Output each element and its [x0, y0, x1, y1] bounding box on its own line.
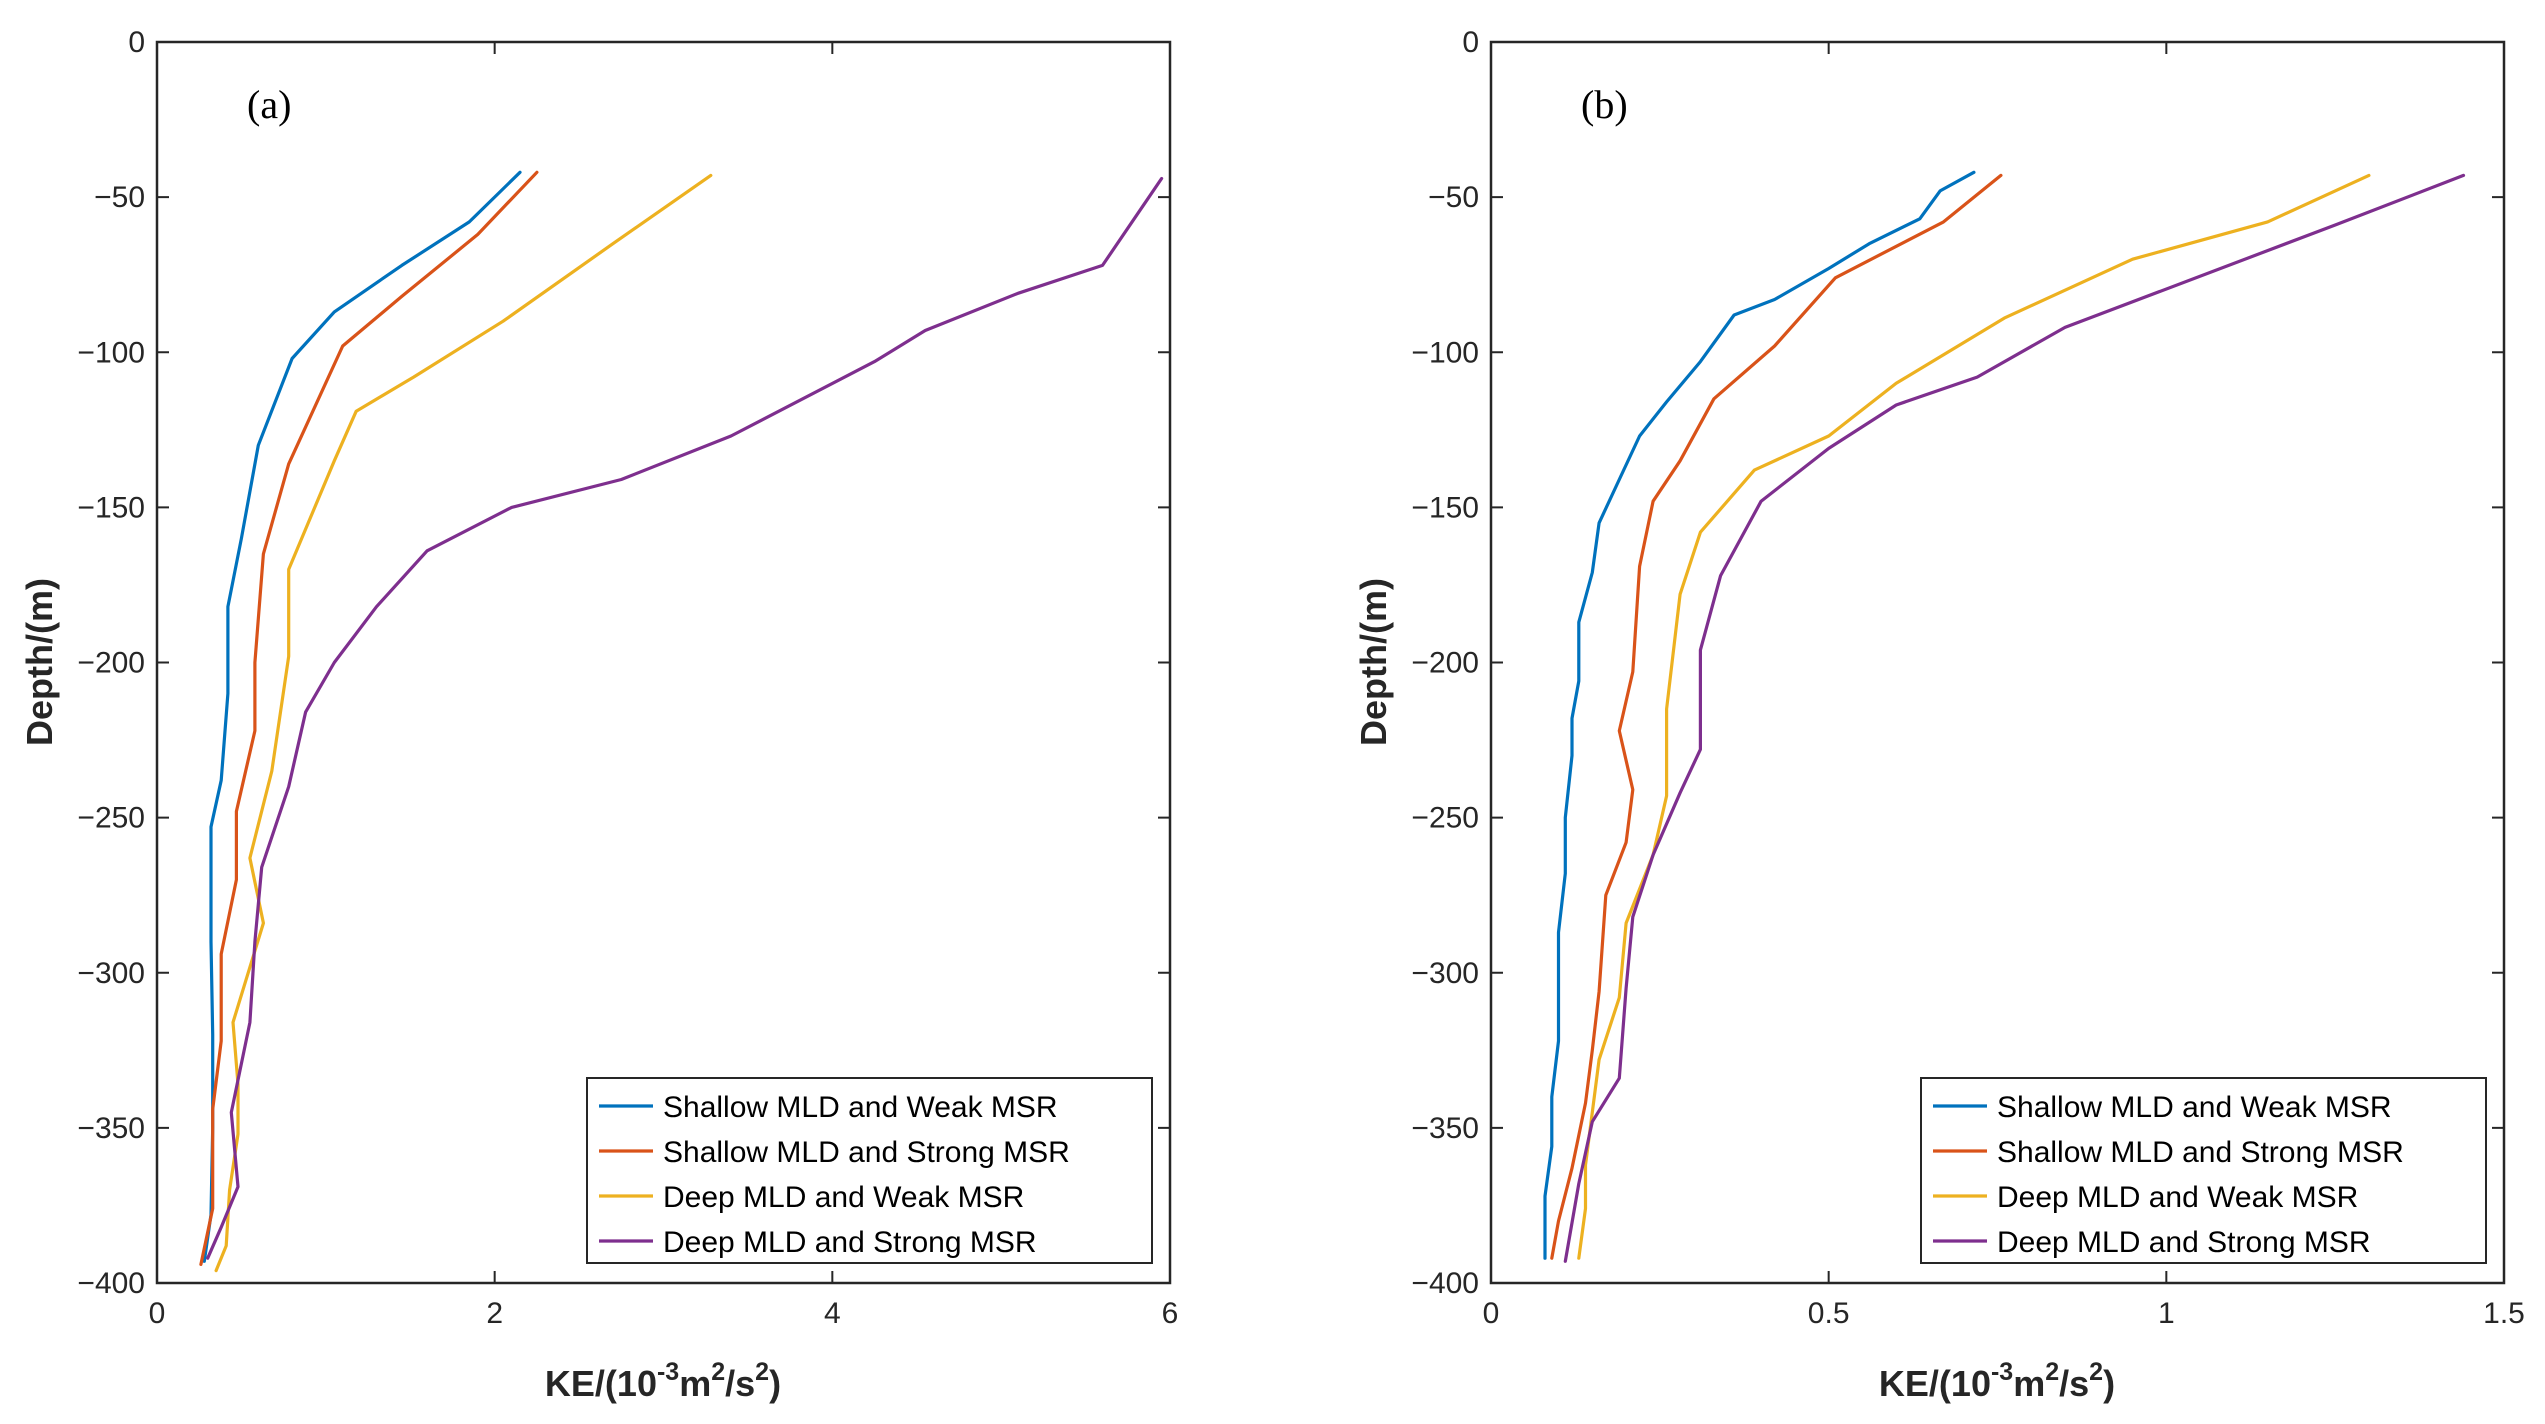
panel-a-legend: Shallow MLD and Weak MSR Shallow MLD and …: [586, 1077, 1153, 1264]
panel-b-series-0-line: [1543, 170, 1976, 1260]
panel-b: 0 0.5 1 1.5 0 −50 −100 −150 −200 −250 −300 −350 −400…: [1353, 26, 2525, 1404]
panel-b-legend-label-1: Shallow MLD and Strong MSR: [1997, 1136, 2404, 1169]
panel-b-y-tick-label-1: −50: [1428, 181, 1479, 214]
panel-a-legend-label-0: Shallow MLD and Weak MSR: [663, 1091, 1058, 1124]
panel-a-plot-area: [157, 42, 1170, 1283]
panel-a-x-axis-title-mid: m: [679, 1363, 711, 1404]
panel-a-series-1-line: [199, 170, 539, 1267]
panel-b-x-tick-label-1: 0.5: [1808, 1297, 1850, 1330]
panel-a-y-tick-label-1: −50: [94, 181, 145, 214]
panel-b-x-axis-title-exp1: -3: [1991, 1358, 2013, 1386]
panel-a-x-axis-title: KE/(10-3m2/s2): [545, 1358, 781, 1404]
panel-a-y-tick-label-5: −250: [77, 802, 145, 835]
panel-a-label: (a): [247, 82, 291, 127]
panel-b-legend: Shallow MLD and Weak MSR Shallow MLD and …: [1920, 1077, 2487, 1264]
panel-a-ticks: 0 2 4 6 0 −50 −100 −150 −200 −250 −300 −350 −400: [77, 26, 1178, 1330]
panel-a-legend-box: [586, 1077, 1153, 1264]
panel-a-legend-label-2: Deep MLD and Weak MSR: [663, 1181, 1024, 1214]
panel-b-y-tick-label-5: −250: [1411, 802, 1479, 835]
panel-b-y-tick-label-7: −350: [1411, 1112, 1479, 1145]
panel-b-x-axis-title-end: ): [2103, 1363, 2115, 1404]
panel-a-x-axis-title-exp1: -3: [657, 1358, 679, 1386]
panel-a-y-tick-label-8: −400: [77, 1267, 145, 1300]
panel-a-y-tick-label-7: −350: [77, 1112, 145, 1145]
panel-a-x-tick-label-3: 6: [1162, 1297, 1179, 1330]
panel-b-y-tick-label-0: 0: [1462, 26, 1479, 59]
panel-b-x-tick-label-2: 1: [2158, 1297, 2175, 1330]
panel-b-y-tick-label-3: −150: [1411, 491, 1479, 524]
panel-a-series-3-line: [206, 176, 1164, 1260]
panel-b-x-tick-label-3: 1.5: [2483, 1297, 2525, 1330]
panel-b-y-tick-label-8: −400: [1411, 1267, 1479, 1300]
panel-b-ticks: 0 0.5 1 1.5 0 −50 −100 −150 −200 −250 −300 −350 −400: [1411, 26, 2524, 1330]
panel-b-x-tick-label-0: 0: [1483, 1297, 1500, 1330]
panel-a-legend-label-3: Deep MLD and Strong MSR: [663, 1226, 1037, 1259]
panel-a-x-tick-label-1: 2: [486, 1297, 503, 1330]
panel-b-series-2-line: [1577, 173, 2371, 1260]
panel-a-legend-label-1: Shallow MLD and Strong MSR: [663, 1136, 1070, 1169]
panel-b-y-tick-label-6: −300: [1411, 957, 1479, 990]
panel-a-x-tick-label-2: 4: [824, 1297, 841, 1330]
panel-b-x-axis-title-exp2: 2: [2045, 1358, 2059, 1386]
panel-a-x-axis-title-exp2: 2: [711, 1358, 725, 1386]
panel-a-y-tick-label-4: −200: [77, 647, 145, 680]
panel-b-legend-label-0: Shallow MLD and Weak MSR: [1997, 1091, 2392, 1124]
panel-b-series-3-line: [1563, 173, 2466, 1263]
panel-a-x-axis-title-exp3: 2: [755, 1358, 769, 1386]
panel-a-y-tick-label-0: 0: [128, 26, 145, 59]
panel-b-label: (b): [1581, 82, 1628, 127]
panel-b-legend-label-2: Deep MLD and Weak MSR: [1997, 1181, 2358, 1214]
panel-a-lines: [199, 170, 1164, 1273]
panel-b-x-axis-title: KE/(10-3m2/s2): [1879, 1358, 2115, 1404]
panel-b-y-tick-label-4: −200: [1411, 647, 1479, 680]
panel-a-x-axis-title-base: KE/(10: [545, 1363, 657, 1404]
panel-a-x-axis-title-mid2: /s: [725, 1363, 755, 1404]
panel-b-y-axis-title: Depth/(m): [1353, 578, 1394, 746]
panel-b-x-axis-title-base: KE/(10: [1879, 1363, 1991, 1404]
panel-a-series-0-line: [202, 170, 522, 1263]
panel-a-y-tick-label-3: −150: [77, 491, 145, 524]
panel-b-x-axis-title-mid2: /s: [2059, 1363, 2089, 1404]
panel-b-series-1-line: [1550, 173, 2003, 1260]
panel-b-lines: [1543, 170, 2466, 1263]
panel-b-x-axis-title-mid: m: [2013, 1363, 2045, 1404]
panel-b-x-axis-title-exp3: 2: [2089, 1358, 2103, 1386]
panel-a: 0 2 4 6 0 −50 −100 −150 −200 −250 −300 −350 −400 (a)…: [19, 26, 1178, 1404]
panel-a-y-tick-label-2: −100: [77, 336, 145, 369]
panel-b-y-tick-label-2: −100: [1411, 336, 1479, 369]
panel-a-y-axis-title: Depth/(m): [19, 578, 60, 746]
panel-a-x-axis-title-end: ): [769, 1363, 781, 1404]
panel-a-x-tick-label-0: 0: [149, 1297, 166, 1330]
panel-b-plot-area: [1491, 42, 2504, 1283]
panel-b-legend-label-3: Deep MLD and Strong MSR: [1997, 1226, 2371, 1259]
panel-a-y-tick-label-6: −300: [77, 957, 145, 990]
panel-b-legend-box: [1920, 1077, 2487, 1264]
